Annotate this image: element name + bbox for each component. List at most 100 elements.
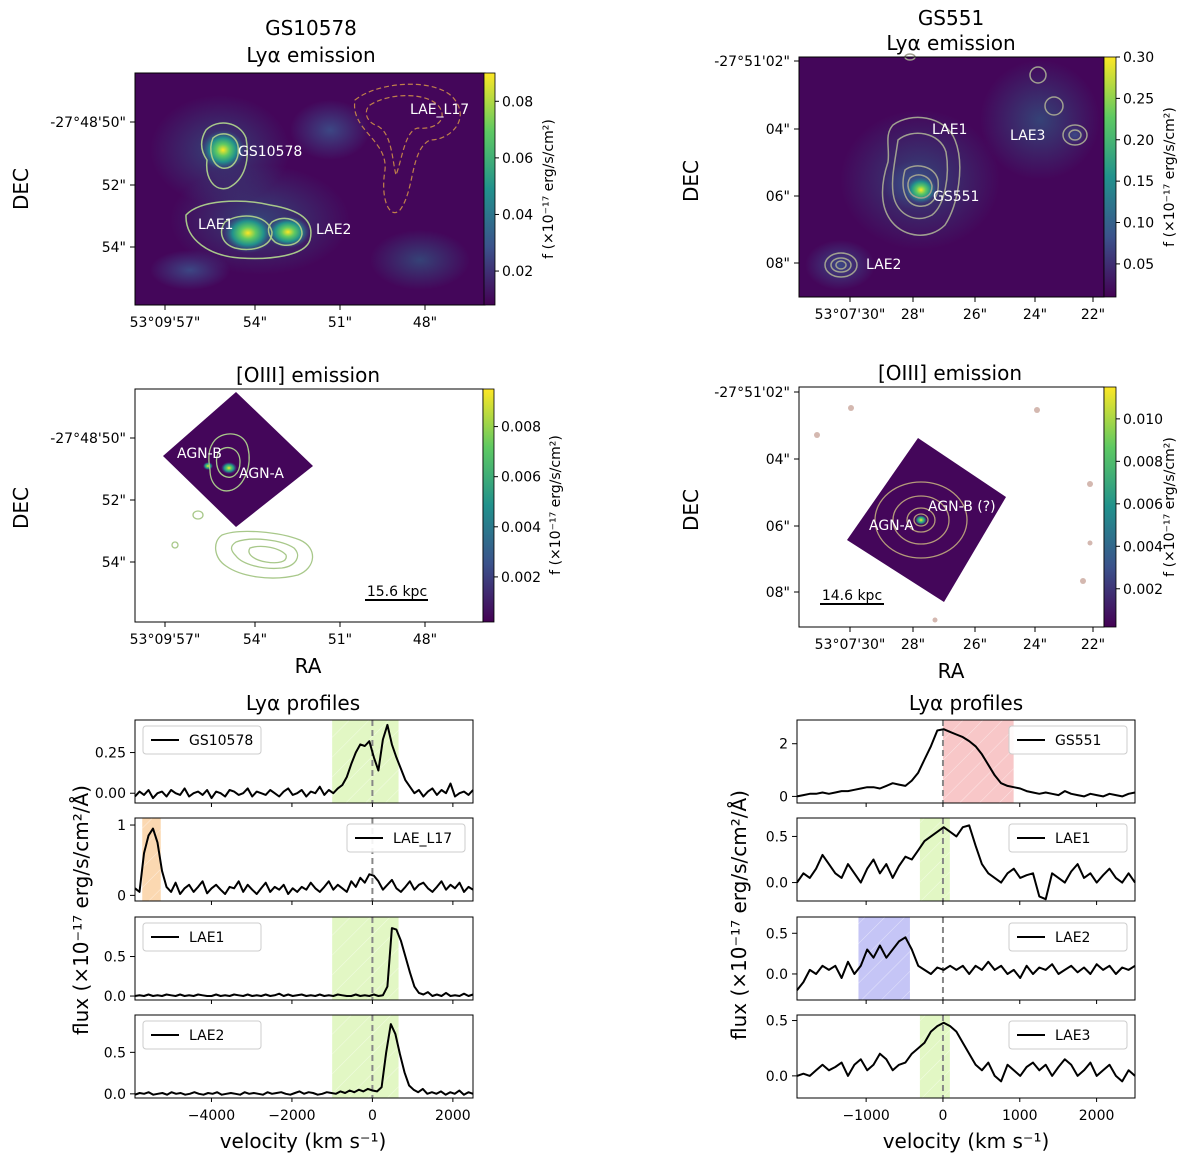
x-tick-label: −2000 xyxy=(268,1108,315,1124)
legend: LAE3 xyxy=(1008,1020,1128,1050)
colorbar-tick-label: 0.08 xyxy=(502,94,533,110)
profiles-title: Lyα profiles xyxy=(909,691,1023,715)
panel-frame xyxy=(796,1014,1136,1099)
ra-tick-label: 53°07'30" xyxy=(815,637,886,653)
y-tick-label: 0.0 xyxy=(104,1087,126,1103)
legend-box xyxy=(346,823,466,853)
colorbar-ticks: 0.05 0.10 0.15 0.20 0.25 0.30 xyxy=(1116,50,1154,273)
colorbar-tick-label: 0.10 xyxy=(1123,216,1154,232)
colorbar-tick-label: 0.06 xyxy=(502,151,533,167)
ra-tick-label: 54" xyxy=(243,632,267,648)
panel-frame xyxy=(134,1014,474,1099)
source-labels: LAE1 LAE3 GS551 LAE2 xyxy=(866,122,1045,273)
scalebar: 14.6 kpc xyxy=(820,588,884,605)
colorbar: 0.02 0.04 0.06 0.08 f (×10⁻¹⁷ erg/s/cm²) xyxy=(483,72,557,306)
colorbar-label: f (×10⁻¹⁷ erg/s/cm²) xyxy=(1162,107,1178,247)
y-tick-label: 2 xyxy=(779,737,788,753)
legend: GS551 xyxy=(1008,725,1128,755)
map-title: [OIII] emission xyxy=(236,363,380,387)
dec-tick-label: 06" xyxy=(766,519,790,535)
ra-axis-label: RA xyxy=(938,659,965,683)
ra-ticks: 53°09'57" 54" 51" 48" xyxy=(130,622,437,648)
dec-tick-label: -27°51'02" xyxy=(714,385,790,401)
panel-frame xyxy=(796,719,1136,804)
dec-tick-label: 04" xyxy=(766,122,790,138)
velocity-window-hatch xyxy=(332,1015,399,1098)
legend-label: GS10578 xyxy=(189,733,253,749)
legend: LAE_L17 xyxy=(346,823,466,853)
ra-ticks: 53°09'57" 54" 51" 48" xyxy=(130,305,437,331)
legend-label: LAE_L17 xyxy=(393,831,452,847)
colorbar: 0.05 0.10 0.15 0.20 0.25 0.30 f (×10⁻¹⁷ erg/s… xyxy=(1103,50,1178,298)
y-tick-label: 0.5 xyxy=(104,950,126,966)
legend: GS10578 xyxy=(142,725,262,755)
profile-panel-gs551: 0 2 GS551 xyxy=(779,719,1136,807)
dec-axis-label: DEC xyxy=(679,160,703,202)
scalebar-label: 15.6 kpc xyxy=(367,584,427,600)
spectrum-line xyxy=(796,936,1136,991)
x-tick-label: 2000 xyxy=(1079,1108,1115,1124)
x-tick-label: −1000 xyxy=(842,1108,889,1124)
spectrum-line xyxy=(796,728,1136,798)
legend: LAE2 xyxy=(1008,922,1128,952)
ifu-footprint xyxy=(163,392,313,527)
y-tick-label: 0.5 xyxy=(104,1045,126,1061)
dec-tick-label: 04" xyxy=(766,452,790,468)
colorbar-tick-label: 0.006 xyxy=(1123,497,1163,513)
map-title: [OIII] emission xyxy=(878,361,1022,385)
lya-contours xyxy=(171,433,314,579)
spectrum-line xyxy=(134,827,474,895)
map-subtitle: Lyα emission xyxy=(886,31,1015,55)
dec-tick-label: 08" xyxy=(766,256,790,272)
spectrum-line xyxy=(134,1023,474,1096)
colorbar-tick-label: 0.002 xyxy=(501,570,541,586)
x-tick-label: 0 xyxy=(938,1108,947,1124)
legend-box xyxy=(142,725,262,755)
dec-tick-label: 54" xyxy=(102,555,126,571)
ra-tick-label: 53°07'30" xyxy=(815,307,886,323)
colorbar-tick-label: 0.006 xyxy=(501,470,541,486)
ra-ticks: 53°07'30" 28" 26" 24" 22" xyxy=(815,627,1105,653)
colorbar-tick-label: 0.008 xyxy=(1123,454,1163,470)
velocity-window-hatch xyxy=(332,720,399,803)
lae-l17-contours xyxy=(354,83,461,214)
ra-tick-label: 22" xyxy=(1081,307,1105,323)
panel-frame xyxy=(134,817,474,902)
source-labels: AGN-A AGN-B (?) xyxy=(869,499,996,534)
map-title: GS10578 xyxy=(265,16,357,40)
dec-tick-label: 52" xyxy=(102,493,126,509)
profile-panel-lae_l17: 0 1 LAE_L17 xyxy=(117,817,474,905)
velocity-axis-label: velocity (km s⁻¹) xyxy=(883,1129,1050,1153)
legend-box xyxy=(1008,725,1128,755)
emission-blob xyxy=(915,515,927,525)
ra-tick-label: 54" xyxy=(243,315,267,331)
legend-label: LAE2 xyxy=(189,1028,224,1044)
emission-blob xyxy=(221,462,237,474)
spectrum-line xyxy=(796,1021,1136,1083)
dec-tick-label: 08" xyxy=(766,585,790,601)
y-tick-label: 0 xyxy=(779,789,788,805)
ra-tick-label: 28" xyxy=(901,637,925,653)
y-tick-label: 0.5 xyxy=(766,1014,788,1030)
profile-panel-lae2: 0.0 0.5 −4000 −2000 0 2000 LAE2 xyxy=(104,1014,474,1124)
profile-panels: 0.00 0.25 GS10578 0 1 LAE_L17 0.0 0.5 LAE1 0.0 0.5… xyxy=(95,719,474,1124)
scalebar: 15.6 kpc xyxy=(365,584,428,601)
y-tick-label: 1 xyxy=(117,818,126,834)
emission-blobs xyxy=(805,60,1100,290)
spectrum-line xyxy=(134,723,474,800)
colorbar-tick-label: 0.05 xyxy=(1123,257,1154,273)
ra-ticks: 53°07'30" 28" 26" 24" 22" xyxy=(815,297,1105,323)
spectrum-line xyxy=(134,927,474,997)
colorbar-label: f (×10⁻¹⁷ erg/s/cm²) xyxy=(548,435,564,575)
y-tick-label: 0.00 xyxy=(95,786,126,802)
profiles-gs551: Lyα profiles 0 2 GS551 0.0 0.5 LAE1 0.0 0.5 LAE2… xyxy=(727,691,1136,1153)
source-label: AGN-A xyxy=(869,518,914,534)
colorbar-tick-label: 0.04 xyxy=(502,207,533,223)
colorbar-tick-label: 0.30 xyxy=(1123,50,1154,66)
source-label: AGN-A xyxy=(239,466,284,482)
map-gs10578-lya: GS10578 Lyα emission GS10578 LAE1 xyxy=(9,16,557,331)
velocity-window-hatch xyxy=(919,818,950,901)
legend-label: LAE1 xyxy=(1055,831,1090,847)
colorbar-tick-label: 0.004 xyxy=(1123,539,1163,555)
legend-box xyxy=(142,1020,262,1050)
